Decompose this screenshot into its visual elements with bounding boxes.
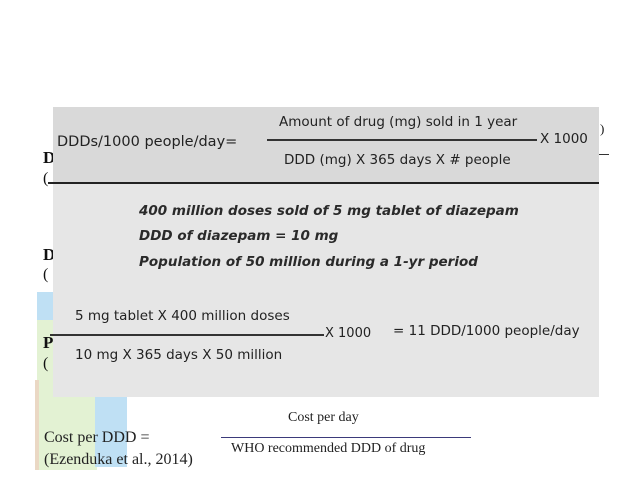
given-3: Population of 50 million during a 1-yr p… xyxy=(139,254,478,270)
background-block-blue-2 xyxy=(95,397,127,467)
cost-formula-numerator: Cost per day xyxy=(288,410,359,425)
example-numerator: 5 mg tablet X 400 million doses xyxy=(75,308,290,324)
example-fraction-line xyxy=(50,334,324,336)
formula-label: DDDs/1000 people/day= xyxy=(57,134,238,150)
cost-formula-citation: (Ezenduka et al., 2014) xyxy=(44,451,193,468)
given-1: 400 million doses sold of 5 mg tablet of… xyxy=(139,203,519,219)
underlying-text-fragment: ( xyxy=(43,170,49,187)
underlying-text-fragment: D xyxy=(43,148,56,167)
formula-denominator: DDD (mg) X 365 days X # people xyxy=(284,152,511,168)
formula-fraction-line xyxy=(267,139,537,141)
example-multiplier: X 1000 xyxy=(325,326,372,341)
given-2: DDD of diazepam = 10 mg xyxy=(139,228,339,244)
cost-formula-label: Cost per DDD = xyxy=(44,429,150,446)
formula-panel: DDDs/1000 people/day= Amount of drug (mg… xyxy=(48,107,599,397)
underlying-text-fragment: ( xyxy=(43,266,49,283)
example-result: = 11 DDD/1000 people/day xyxy=(393,323,580,339)
underlying-text-fragment: ) xyxy=(600,121,605,136)
cost-formula-denominator: WHO recommended DDD of drug xyxy=(231,441,426,456)
underlying-dash xyxy=(599,154,609,155)
cost-fraction-line xyxy=(221,437,471,438)
background-block-blue xyxy=(37,292,55,320)
example-denominator: 10 mg X 365 days X 50 million xyxy=(75,347,283,363)
formula-header: DDDs/1000 people/day= Amount of drug (mg… xyxy=(53,107,599,182)
formula-multiplier: X 1000 xyxy=(540,131,588,147)
underlying-text-fragment: D xyxy=(43,245,56,264)
underlying-text-fragment: ( xyxy=(43,355,49,372)
formula-numerator: Amount of drug (mg) sold in 1 year xyxy=(279,114,518,130)
background-block-tan xyxy=(35,380,39,470)
underlying-text-fragment: P xyxy=(43,333,54,352)
header-divider xyxy=(48,182,599,184)
